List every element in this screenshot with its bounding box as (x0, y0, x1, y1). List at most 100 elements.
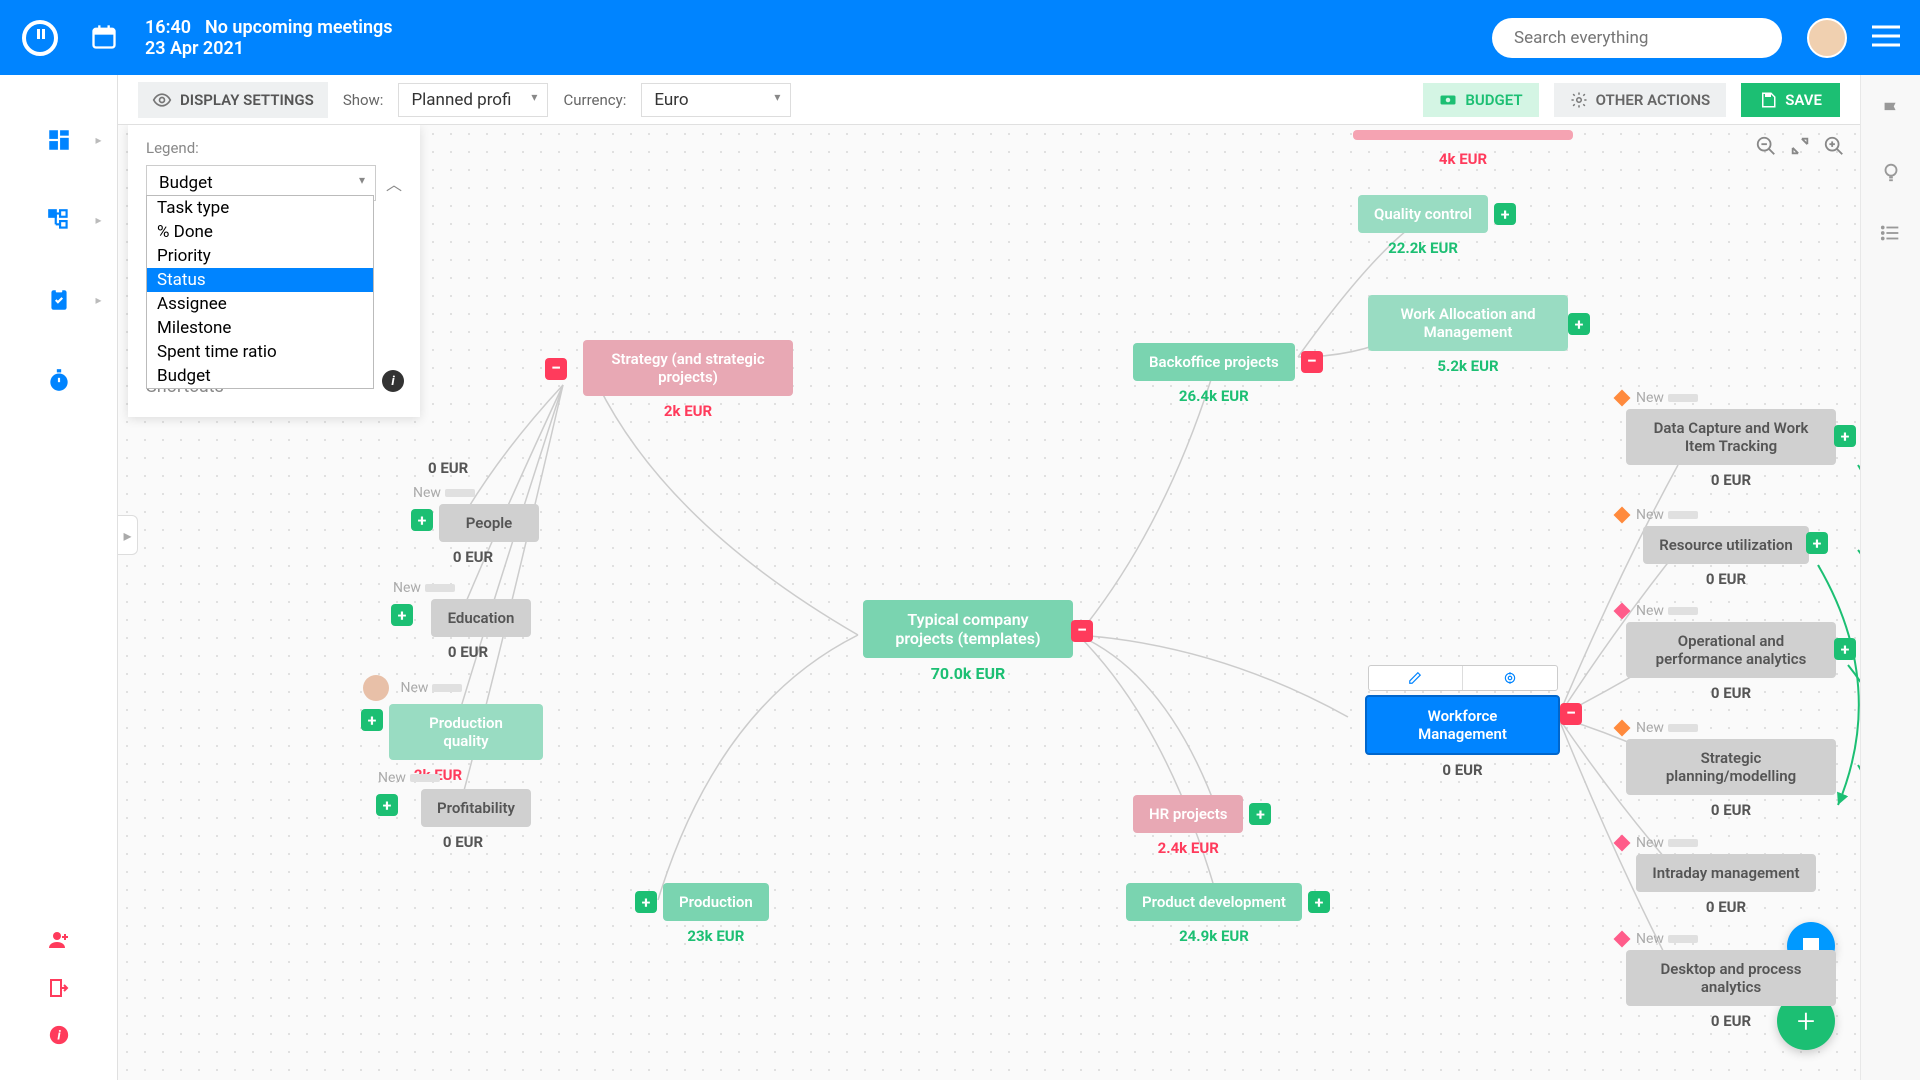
legend-option[interactable]: Spent time ratio (147, 340, 373, 364)
node-people[interactable]: New +People 0 EUR (413, 485, 533, 566)
status-new: New (1616, 931, 1846, 947)
status-new: New (393, 580, 543, 596)
expand-icon[interactable]: + (1834, 425, 1856, 447)
node-central[interactable]: Typical company projects (templates) − 7… (853, 600, 1083, 683)
lightbulb-icon[interactable] (1880, 161, 1902, 187)
legend-panel: Legend: Budget ︿ i Shortcuts Task type %… (128, 125, 420, 417)
expand-icon[interactable]: + (361, 709, 383, 731)
status-new: New (378, 770, 548, 786)
legend-option[interactable]: Budget (147, 364, 373, 388)
edit-icon[interactable] (1369, 666, 1464, 690)
sidebar-dashboard[interactable]: ▸ (34, 115, 84, 165)
target-icon[interactable] (1463, 666, 1557, 690)
node-zero[interactable]: 0 EUR (428, 453, 468, 477)
status-new: New (1616, 390, 1846, 406)
status-new: New (1616, 507, 1836, 523)
expand-handle[interactable]: ▸ (118, 515, 138, 555)
sidebar-timer[interactable] (34, 355, 84, 405)
node-production[interactable]: Production + 23k EUR (663, 883, 769, 945)
collapse-icon[interactable]: − (1301, 351, 1323, 373)
node-strategic[interactable]: New Strategic planning/modelling 0 EUR (1616, 720, 1846, 819)
zoom-fit-icon[interactable] (1789, 135, 1811, 161)
status-new: New (1616, 720, 1846, 736)
header-meetings: No upcoming meetings (205, 17, 393, 38)
save-button[interactable]: SAVE (1741, 83, 1840, 117)
show-label: Show: (343, 91, 384, 109)
expand-icon[interactable]: + (1308, 891, 1330, 913)
zoom-controls (1755, 135, 1845, 161)
left-sidebar: ▸ ▸ ▸ i (0, 75, 118, 1080)
show-select[interactable]: Planned profi (398, 83, 548, 117)
mindmap-canvas[interactable]: ▸ Le (118, 125, 1860, 1080)
sidebar-logout[interactable] (47, 976, 71, 1004)
status-new: New (1616, 835, 1836, 851)
expand-icon[interactable]: + (411, 509, 433, 531)
chevron-right-icon: ▸ (95, 293, 101, 307)
node-work-alloc[interactable]: Work Allocation and Management + 5.2k EU… (1358, 295, 1578, 375)
legend-option[interactable]: Milestone (147, 316, 373, 340)
expand-icon[interactable]: + (635, 891, 657, 913)
node-strategy[interactable]: Strategy (and strategic projects) − 2k E… (573, 340, 803, 420)
sidebar-tasks[interactable]: ▸ (34, 275, 84, 325)
app-logo-icon[interactable] (20, 18, 60, 58)
expand-icon[interactable]: + (1568, 313, 1590, 335)
display-settings-button[interactable]: DISPLAY SETTINGS (138, 82, 328, 118)
node-data-capture[interactable]: New Data Capture and Work Item Tracking+… (1616, 390, 1846, 489)
status-new: New (413, 485, 533, 501)
budget-button[interactable]: BUDGET (1423, 83, 1538, 117)
hamburger-menu-icon[interactable] (1872, 25, 1900, 51)
sidebar-hierarchy[interactable]: ▸ (34, 195, 84, 245)
expand-icon[interactable]: + (1834, 638, 1856, 660)
search-input[interactable] (1492, 18, 1782, 58)
legend-option[interactable]: Assignee (147, 292, 373, 316)
calendar-icon[interactable] (90, 23, 120, 53)
expand-icon[interactable]: + (391, 604, 413, 626)
collapse-icon[interactable]: − (1071, 620, 1093, 642)
toolbar: DISPLAY SETTINGS Show: Planned profi Cur… (118, 75, 1860, 125)
collapse-icon[interactable]: − (545, 358, 567, 380)
legend-option[interactable]: % Done (147, 220, 373, 244)
node-prod-quality[interactable]: New +Production quality 2k EUR (333, 675, 543, 784)
node-backoffice[interactable]: Backoffice projects − 26.4k EUR (1133, 343, 1295, 405)
avatar (363, 675, 389, 701)
node-resource[interactable]: New Resource utilization+ 0 EUR (1616, 507, 1836, 588)
node-hr[interactable]: HR projects + 2.4k EUR (1133, 795, 1243, 857)
expand-icon[interactable]: + (1806, 532, 1828, 554)
node-selected-toolbar (1368, 665, 1558, 691)
node-intraday[interactable]: New Intraday management 0 EUR (1616, 835, 1836, 916)
legend-option[interactable]: Task type (147, 196, 373, 220)
node-desktop[interactable]: New Desktop and process analytics 0 EUR (1616, 931, 1846, 1030)
right-rail (1860, 75, 1920, 1080)
node-quality-control[interactable]: Quality control + 22.2k EUR (1358, 195, 1488, 257)
status-new: New (363, 675, 543, 701)
node-profitability[interactable]: New +Profitability 0 EUR (378, 770, 548, 851)
node-prod-dev[interactable]: Product development + 24.9k EUR (1126, 883, 1302, 945)
header-time: 16:40 (145, 17, 191, 38)
user-avatar[interactable] (1807, 18, 1847, 58)
list-icon[interactable] (1880, 222, 1902, 248)
expand-icon[interactable]: + (376, 794, 398, 816)
chevron-right-icon: ▸ (95, 213, 101, 227)
legend-option[interactable]: Priority (147, 244, 373, 268)
legend-dropdown: Task type % Done Priority Status Assigne… (146, 195, 374, 389)
collapse-icon[interactable]: − (1560, 703, 1582, 725)
node-education[interactable]: New +Education 0 EUR (393, 580, 543, 661)
sidebar-info[interactable]: i (48, 1024, 70, 1050)
legend-option[interactable]: Status (147, 268, 373, 292)
currency-select[interactable]: Euro (641, 83, 791, 117)
zoom-in-icon[interactable] (1823, 135, 1845, 161)
chevron-right-icon: ▸ (95, 133, 101, 147)
header-date: 23 Apr 2021 (145, 38, 393, 59)
flag-icon[interactable] (1880, 100, 1902, 126)
expand-icon[interactable]: + (1249, 803, 1271, 825)
info-badge[interactable]: i (382, 370, 404, 392)
node-workforce-selected[interactable]: Workforce Management − 0 EUR (1355, 695, 1570, 779)
zoom-out-icon[interactable] (1755, 135, 1777, 161)
node[interactable]: 4k EUR (1348, 125, 1578, 168)
currency-label: Currency: (563, 91, 626, 109)
collapse-icon[interactable]: ︿ (386, 171, 402, 195)
node-operational[interactable]: New Operational and performance analytic… (1616, 603, 1846, 702)
sidebar-add-user[interactable] (47, 928, 71, 956)
other-actions-button[interactable]: OTHER ACTIONS (1554, 83, 1727, 117)
expand-icon[interactable]: + (1494, 203, 1516, 225)
